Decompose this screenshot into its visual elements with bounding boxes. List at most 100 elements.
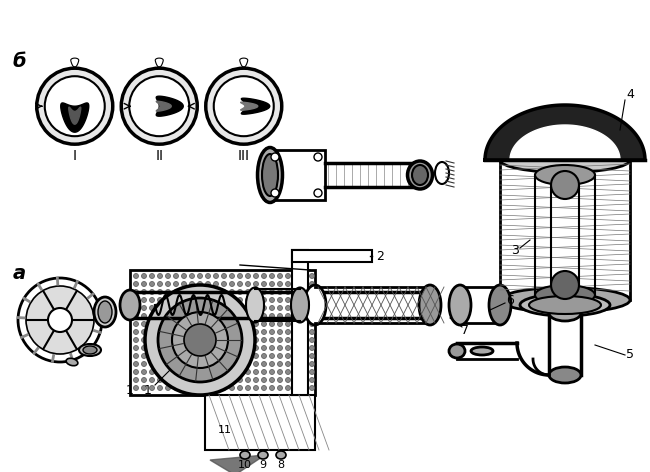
Circle shape — [174, 281, 179, 287]
Circle shape — [229, 354, 235, 359]
Circle shape — [237, 337, 242, 343]
Circle shape — [254, 313, 259, 319]
Circle shape — [237, 305, 242, 311]
Circle shape — [246, 281, 250, 287]
Text: 1: 1 — [126, 383, 134, 396]
Circle shape — [133, 378, 138, 382]
Circle shape — [270, 289, 274, 295]
Ellipse shape — [258, 451, 268, 459]
Ellipse shape — [291, 287, 309, 322]
Ellipse shape — [435, 162, 449, 184]
Circle shape — [166, 281, 170, 287]
Circle shape — [237, 370, 242, 374]
Circle shape — [198, 386, 203, 390]
Bar — [292, 250, 308, 395]
Text: 5: 5 — [626, 348, 634, 362]
Circle shape — [254, 281, 259, 287]
Circle shape — [198, 346, 203, 351]
Circle shape — [166, 337, 170, 343]
Circle shape — [133, 321, 138, 327]
Text: 10: 10 — [238, 460, 252, 470]
Circle shape — [190, 354, 194, 359]
Circle shape — [181, 354, 187, 359]
Circle shape — [198, 378, 203, 382]
Ellipse shape — [549, 305, 581, 321]
Circle shape — [237, 362, 242, 366]
Circle shape — [237, 273, 242, 278]
Circle shape — [174, 386, 179, 390]
Circle shape — [285, 346, 291, 351]
Circle shape — [237, 297, 242, 303]
Circle shape — [174, 297, 179, 303]
Circle shape — [150, 321, 155, 327]
Circle shape — [302, 321, 307, 327]
Circle shape — [229, 321, 235, 327]
Circle shape — [198, 329, 203, 335]
Circle shape — [213, 289, 218, 295]
Circle shape — [222, 289, 226, 295]
Circle shape — [157, 378, 162, 382]
Circle shape — [285, 321, 291, 327]
Circle shape — [174, 337, 179, 343]
Ellipse shape — [489, 285, 511, 325]
Circle shape — [198, 362, 203, 366]
Circle shape — [294, 273, 298, 278]
Circle shape — [213, 370, 218, 374]
Circle shape — [246, 273, 250, 278]
Circle shape — [174, 378, 179, 382]
Circle shape — [181, 378, 187, 382]
Circle shape — [205, 321, 211, 327]
Circle shape — [213, 354, 218, 359]
Circle shape — [142, 281, 146, 287]
Circle shape — [270, 346, 274, 351]
Circle shape — [294, 362, 298, 366]
Circle shape — [181, 329, 187, 335]
Circle shape — [246, 337, 250, 343]
Circle shape — [294, 378, 298, 382]
Circle shape — [309, 370, 315, 374]
Circle shape — [190, 321, 194, 327]
Circle shape — [205, 281, 211, 287]
Circle shape — [254, 362, 259, 366]
Circle shape — [309, 281, 315, 287]
Circle shape — [270, 281, 274, 287]
Circle shape — [314, 189, 322, 197]
Circle shape — [261, 281, 266, 287]
Circle shape — [285, 289, 291, 295]
Bar — [265, 150, 325, 200]
Circle shape — [190, 273, 194, 278]
Circle shape — [133, 297, 138, 303]
Circle shape — [213, 313, 218, 319]
Circle shape — [229, 329, 235, 335]
Circle shape — [261, 362, 266, 366]
Circle shape — [150, 378, 155, 382]
Circle shape — [133, 313, 138, 319]
Circle shape — [246, 370, 250, 374]
Circle shape — [26, 286, 94, 354]
Text: а: а — [13, 264, 26, 283]
Ellipse shape — [79, 344, 101, 356]
Circle shape — [261, 346, 266, 351]
Ellipse shape — [471, 347, 493, 355]
Circle shape — [237, 346, 242, 351]
Circle shape — [222, 273, 226, 278]
Ellipse shape — [535, 285, 595, 305]
Circle shape — [302, 289, 307, 295]
Text: III: III — [238, 149, 250, 163]
Circle shape — [222, 354, 226, 359]
Circle shape — [222, 337, 226, 343]
Circle shape — [150, 305, 155, 311]
Circle shape — [205, 362, 211, 366]
Circle shape — [205, 305, 211, 311]
Circle shape — [181, 370, 187, 374]
Circle shape — [254, 370, 259, 374]
Circle shape — [309, 386, 315, 390]
Circle shape — [309, 362, 315, 366]
Circle shape — [229, 289, 235, 295]
Circle shape — [45, 76, 105, 136]
Circle shape — [174, 321, 179, 327]
Circle shape — [278, 370, 283, 374]
Circle shape — [294, 370, 298, 374]
Ellipse shape — [408, 161, 432, 189]
Circle shape — [271, 153, 279, 161]
